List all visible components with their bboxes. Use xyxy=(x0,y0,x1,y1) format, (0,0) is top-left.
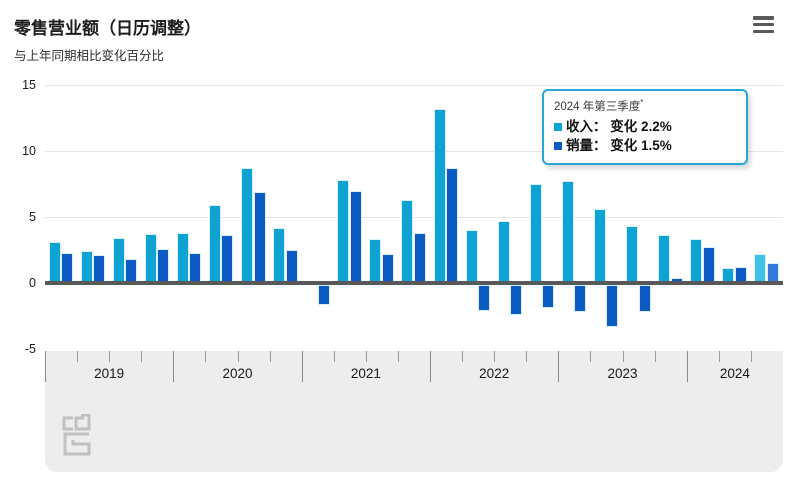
quarter-tick xyxy=(462,351,464,362)
menu-bar xyxy=(753,29,774,34)
bar-volume-2019-q2[interactable] xyxy=(93,255,106,283)
y-axis-label: 15 xyxy=(22,78,36,92)
bar-revenue-2021-q2[interactable] xyxy=(337,180,350,283)
quarter-tick xyxy=(750,351,752,362)
year-tick xyxy=(173,351,175,382)
cbs-logo-icon xyxy=(60,413,92,463)
bar-revenue-2024-q1[interactable] xyxy=(690,239,703,283)
bar-revenue-2021-q4[interactable] xyxy=(401,199,414,283)
bar-revenue-2023-q2[interactable] xyxy=(593,209,606,283)
y-axis-label: 5 xyxy=(29,210,36,224)
bar-revenue-2020-q4[interactable] xyxy=(273,227,286,283)
bar-volume-2021-q1[interactable] xyxy=(317,285,330,306)
bar-volume-2020-q2[interactable] xyxy=(221,235,234,283)
bar-revenue-2022-q3[interactable] xyxy=(497,220,510,283)
bar-volume-2020-q4[interactable] xyxy=(285,250,298,283)
y-axis-label: 10 xyxy=(22,144,36,158)
quarter-tick xyxy=(397,351,399,362)
gridline xyxy=(45,217,783,218)
x-axis-year-label: 2020 xyxy=(222,366,253,381)
bar-revenue-2023-q1[interactable] xyxy=(561,181,574,283)
bar-revenue-2021-q3[interactable] xyxy=(369,239,382,283)
bar-volume-2022-q1[interactable] xyxy=(446,168,459,283)
quarter-tick xyxy=(333,351,335,362)
bar-revenue-2019-q4[interactable] xyxy=(144,234,157,283)
bar-revenue-2019-q2[interactable] xyxy=(80,251,93,283)
quarter-tick xyxy=(365,351,367,362)
bar-revenue-2022-q2[interactable] xyxy=(465,230,478,283)
bar-volume-2023-q3[interactable] xyxy=(638,285,651,313)
quarter-tick xyxy=(622,351,624,362)
quarter-tick xyxy=(141,351,143,362)
quarter-tick xyxy=(237,351,239,362)
year-tick xyxy=(301,351,303,382)
bar-volume-2021-q3[interactable] xyxy=(381,253,394,283)
hamburger-menu-icon[interactable] xyxy=(753,16,775,34)
quarter-tick xyxy=(526,351,528,362)
gridline xyxy=(45,85,783,86)
bar-revenue-2020-q1[interactable] xyxy=(176,232,189,283)
legend-period: 2024 年第三季度* xyxy=(554,98,644,113)
bar-revenue-2024-q3[interactable] xyxy=(754,253,767,283)
year-tick xyxy=(45,351,46,382)
bar-revenue-2022-q1[interactable] xyxy=(433,108,446,283)
bar-volume-2024-q1[interactable] xyxy=(702,247,715,283)
page-title: 零售营业额（日历调整） xyxy=(14,19,201,38)
quarter-tick xyxy=(654,351,656,362)
x-axis-year-label: 2019 xyxy=(94,366,125,381)
quarter-tick xyxy=(494,351,496,362)
menu-bar xyxy=(753,16,774,20)
bar-volume-2024-q3[interactable] xyxy=(766,263,779,283)
bar-revenue-2019-q3[interactable] xyxy=(112,238,125,283)
bar-revenue-2023-q4[interactable] xyxy=(658,235,671,283)
y-axis-label: 0 xyxy=(29,276,36,290)
x-axis-band xyxy=(45,351,783,472)
x-axis-year-label: 2022 xyxy=(479,366,510,381)
bar-volume-2019-q1[interactable] xyxy=(61,252,73,283)
x-axis-year-label: 2021 xyxy=(350,366,381,381)
zero-axis-line xyxy=(45,281,783,285)
revenue-swatch-icon xyxy=(554,122,562,131)
year-tick xyxy=(558,351,560,382)
volume-swatch-icon xyxy=(554,141,562,150)
bar-volume-2019-q4[interactable] xyxy=(157,248,170,283)
bar-revenue-2019-q1[interactable] xyxy=(48,242,61,283)
chart-subtitle: 与上年同期相比变化百分比 xyxy=(14,49,165,63)
year-tick xyxy=(686,351,688,382)
year-tick xyxy=(430,351,432,382)
bar-revenue-2020-q2[interactable] xyxy=(208,205,221,283)
quarter-tick xyxy=(269,351,271,362)
bar-volume-2021-q2[interactable] xyxy=(349,190,362,283)
x-axis-year-label: 2023 xyxy=(607,366,638,381)
bar-volume-2023-q2[interactable] xyxy=(606,285,619,327)
bar-volume-2022-q4[interactable] xyxy=(542,285,555,309)
bar-revenue-2022-q4[interactable] xyxy=(529,184,542,283)
x-axis-year-label: 2024 xyxy=(719,366,750,381)
menu-bar xyxy=(753,22,774,27)
bar-revenue-2020-q3[interactable] xyxy=(241,168,254,283)
bar-volume-2022-q2[interactable] xyxy=(478,285,491,311)
gridline xyxy=(45,151,783,152)
quarter-tick xyxy=(205,351,207,362)
bar-volume-2020-q3[interactable] xyxy=(253,191,266,283)
quarter-tick xyxy=(109,351,111,362)
bar-volume-2023-q1[interactable] xyxy=(574,285,587,313)
bar-volume-2019-q3[interactable] xyxy=(125,259,138,283)
bar-volume-2022-q3[interactable] xyxy=(510,285,523,315)
provisional-marker: * xyxy=(640,98,644,108)
legend-item-revenue: 收入： 变化 2.2% xyxy=(554,117,736,136)
bar-volume-2021-q4[interactable] xyxy=(413,232,426,283)
bar-volume-2020-q1[interactable] xyxy=(189,252,202,283)
bar-revenue-2023-q3[interactable] xyxy=(626,226,639,283)
quarter-tick xyxy=(590,351,592,362)
y-axis-label: -5 xyxy=(24,342,36,356)
legend-box: 2024 年第三季度* 收入： 变化 2.2% 销量： 变化 1.5% xyxy=(542,89,748,165)
quarter-tick xyxy=(77,351,79,362)
legend-item-volume: 销量： 变化 1.5% xyxy=(554,136,736,155)
quarter-tick xyxy=(718,351,720,362)
